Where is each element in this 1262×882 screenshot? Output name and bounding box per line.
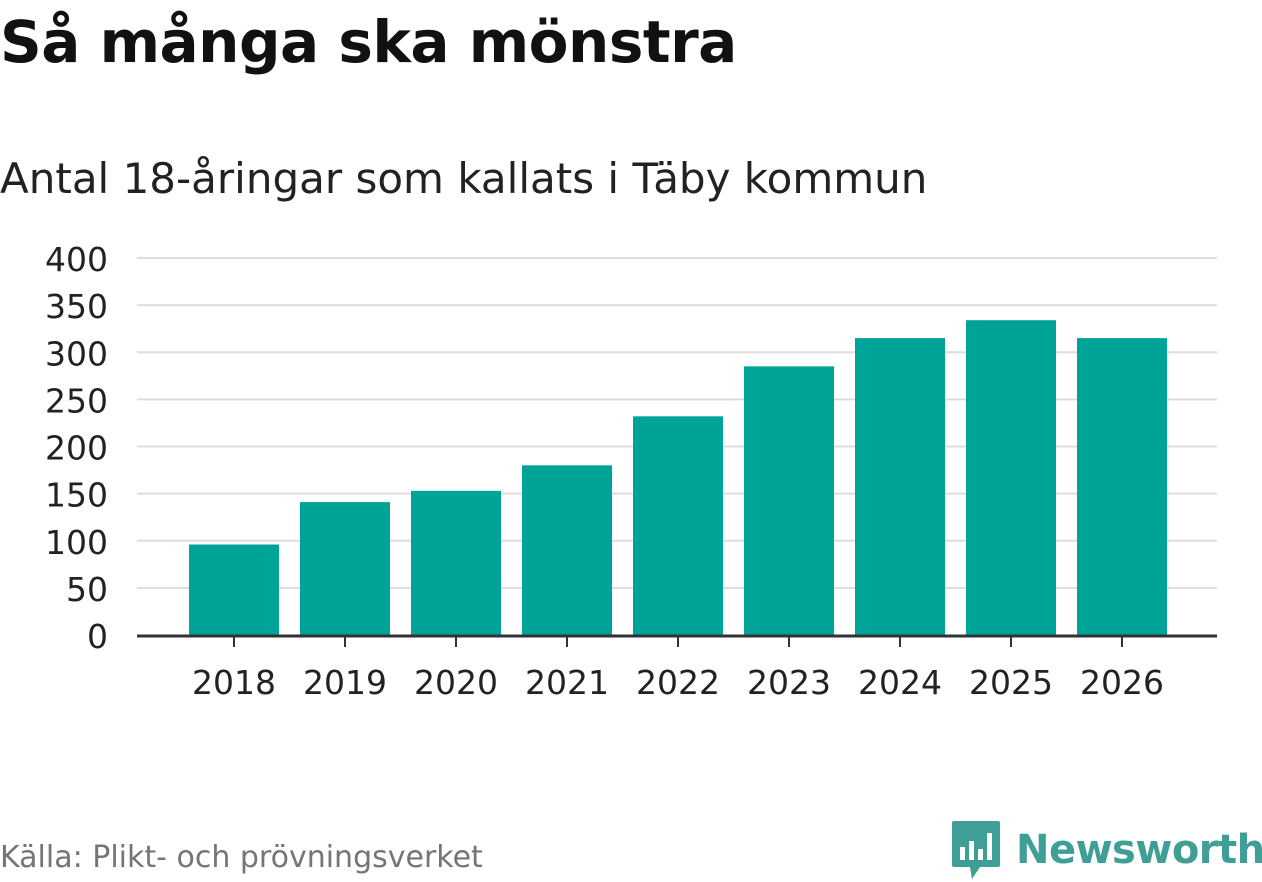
x-tick-label: 2025 — [969, 663, 1053, 702]
newsworthy-logo-icon — [952, 821, 1000, 879]
y-tick-label: 0 — [87, 617, 108, 656]
y-tick-label: 400 — [45, 240, 108, 279]
y-tick-label: 150 — [45, 476, 108, 515]
x-tick-label: 2022 — [636, 663, 720, 702]
bar-2025 — [966, 320, 1056, 635]
x-tick-label: 2024 — [858, 663, 942, 702]
y-tick-label: 50 — [66, 570, 108, 609]
x-tick-label: 2019 — [303, 663, 387, 702]
chart-subtitle: Antal 18-åringar som kallats i Täby komm… — [0, 154, 928, 203]
source-note: Källa: Plikt- och prövningsverket — [0, 840, 483, 875]
bar-2019 — [300, 502, 390, 635]
y-tick-label: 300 — [45, 334, 108, 373]
x-tick-label: 2026 — [1080, 663, 1164, 702]
y-tick-label: 350 — [45, 287, 108, 326]
bar-2023 — [744, 366, 834, 635]
bar-2020 — [411, 490, 501, 635]
y-tick-label: 250 — [45, 381, 108, 420]
x-tick-label: 2023 — [747, 663, 831, 702]
brand-name: Newsworthy — [1016, 827, 1262, 873]
bar-2026 — [1077, 338, 1167, 635]
bar-2018 — [189, 544, 279, 635]
y-tick-label: 200 — [45, 429, 108, 468]
bar-2022 — [633, 416, 723, 635]
x-tick-label: 2021 — [525, 663, 609, 702]
chart-title: Så många ska mönstra — [0, 8, 737, 76]
y-tick-label: 100 — [45, 523, 108, 562]
bar-2024 — [855, 338, 945, 635]
x-tick-label: 2018 — [192, 663, 276, 702]
brand-logo: Newsworthy — [950, 818, 1262, 882]
bar-2021 — [522, 465, 612, 635]
x-tick-label: 2020 — [414, 663, 498, 702]
